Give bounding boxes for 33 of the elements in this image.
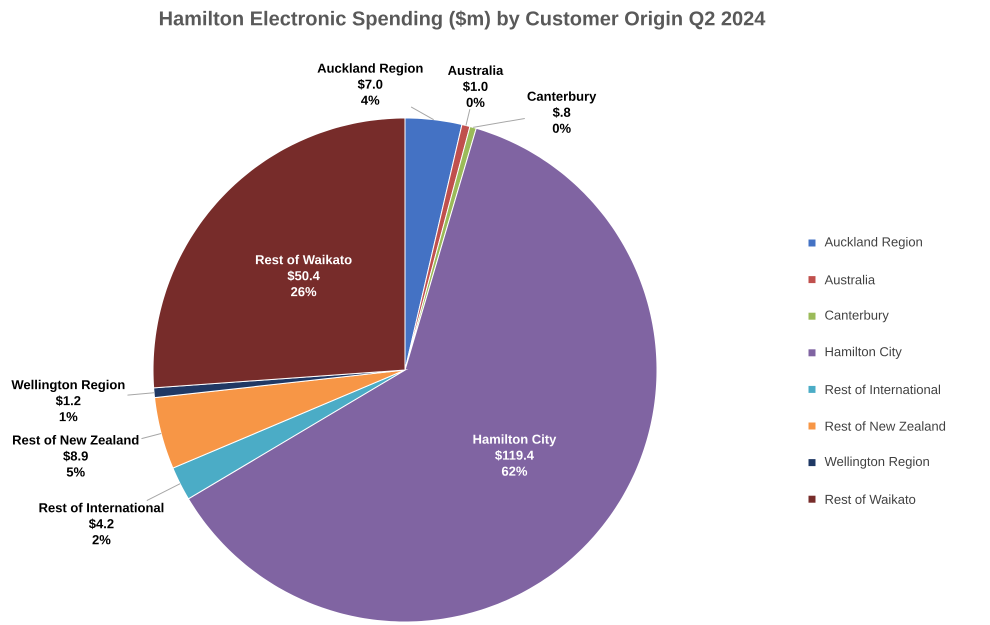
slice-label: Wellington Region [11,380,124,392]
legend-label: Australia [824,274,876,284]
text: 4% [361,96,380,105]
data-label: $119.4 [495,450,534,461]
text: 62% [502,466,528,476]
legend-label: Rest of International [826,384,940,394]
text: 0% [552,124,571,133]
slice-label: Canterbury [528,91,596,104]
text: 2% [92,535,110,544]
slice-label: Rest of New Zealand [13,435,138,445]
slice-label: Auckland Region [318,63,423,76]
data-label: $8.9 [63,450,88,462]
slice-label: Australia [448,65,504,75]
legend-label: Hamilton City [826,346,902,359]
data-label: $.8 [552,107,570,118]
legend-label: Rest of Waikato [826,494,916,504]
text: 0% [466,98,485,107]
data-label: $50.4 [288,270,320,282]
chart-title: Hamilton Electronic Spending ($m) by Customer Origin Q2 2024 [160,10,766,30]
legend-label: Canterbury [825,310,889,322]
slice-label: Rest of International [39,502,164,512]
legend-label: Wellington Region [824,456,929,469]
slice-label: Hamilton City [473,434,556,446]
legend-label: Rest of New Zealand [826,421,946,431]
data-label: $7.0 [358,79,382,90]
text: 5% [66,467,85,477]
data-label: $1.0 [462,81,488,92]
slice-label: Rest of Waikato [256,254,352,264]
legend-label: Auckland Region [824,236,922,250]
data-label: $4.2 [88,518,114,530]
text: 26% [291,287,316,296]
text: 1% [60,412,78,422]
data-label: $1.2 [56,396,80,406]
